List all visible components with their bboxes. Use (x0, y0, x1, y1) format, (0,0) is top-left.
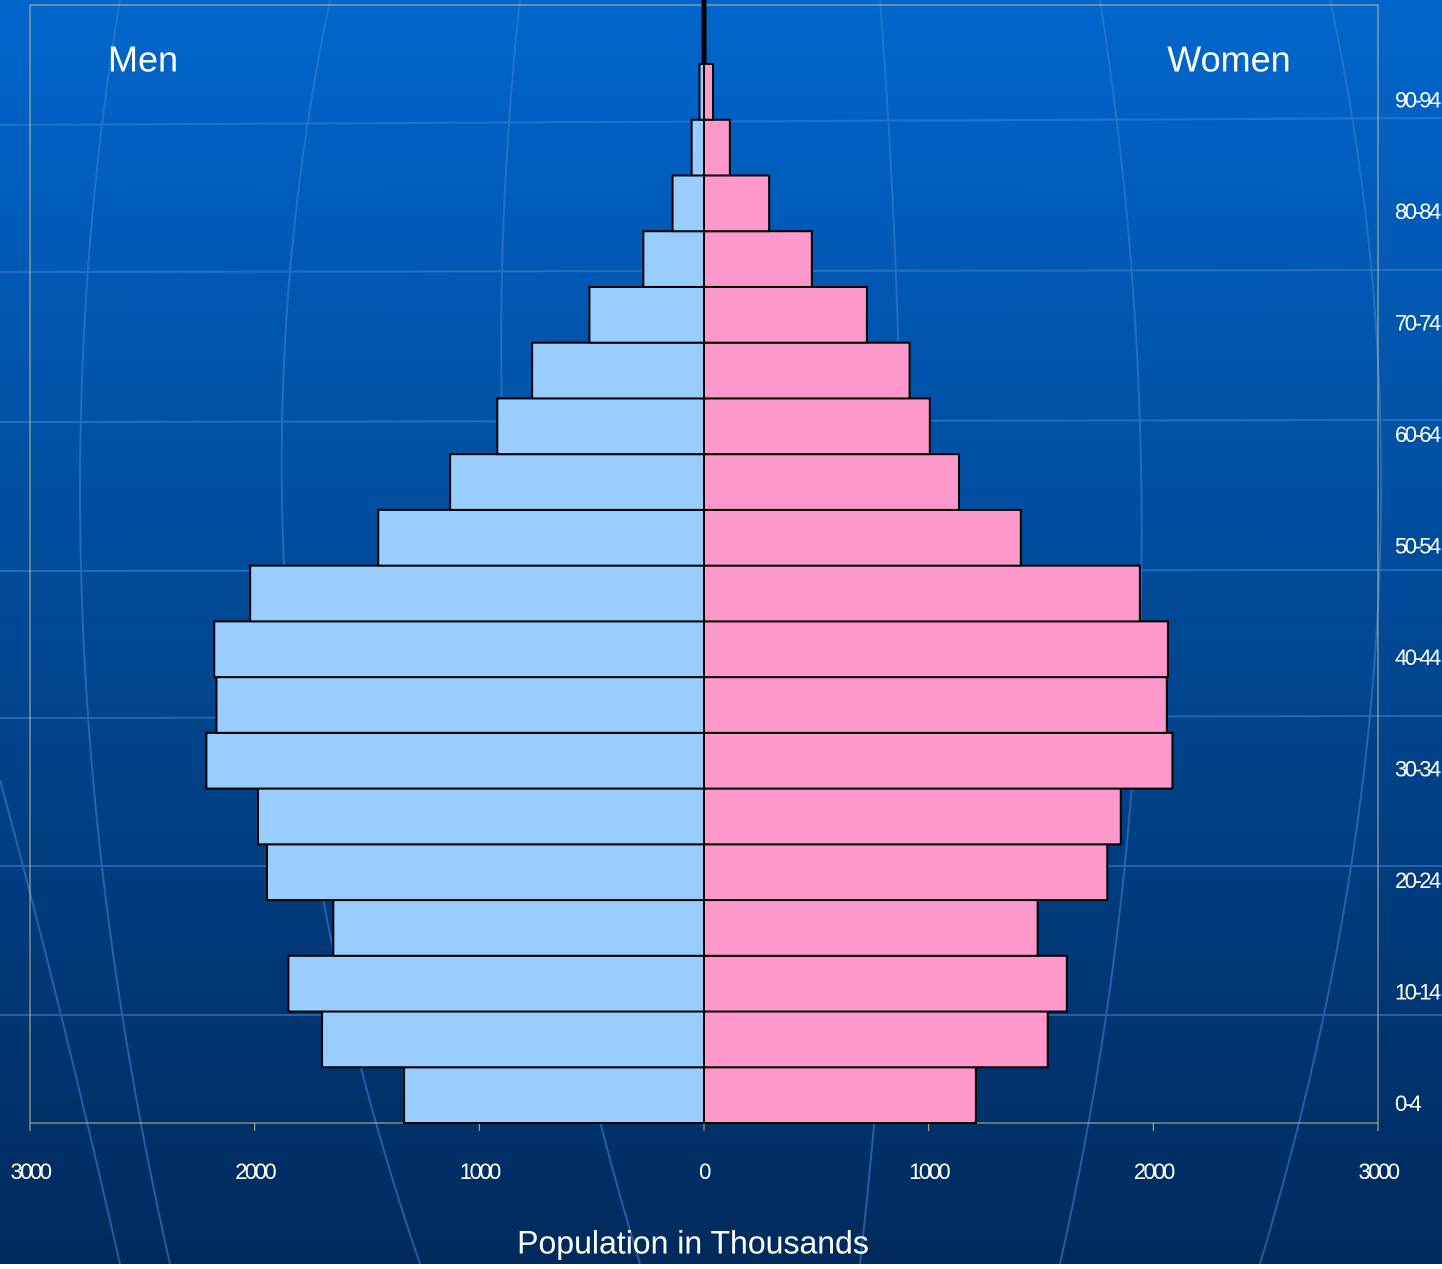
bar (703, 954, 1068, 1013)
y-tick-label: 40-44 (1395, 645, 1441, 670)
bar (703, 1010, 1049, 1069)
bar (496, 397, 705, 456)
bar (703, 230, 813, 288)
bar (642, 230, 706, 288)
y-tick-label: 80-84 (1395, 199, 1441, 224)
bar (703, 676, 1168, 734)
bar (703, 63, 714, 121)
bar (690, 118, 705, 177)
bar (205, 731, 705, 790)
y-tick-label: 50-54 (1395, 534, 1441, 559)
bar (321, 1010, 705, 1069)
x-axis-label: Population in Thousands (517, 1224, 869, 1260)
y-tick-label: 10-14 (1395, 979, 1441, 1004)
x-tick-label: 1000 (909, 1159, 950, 1184)
bar (671, 174, 706, 233)
x-tick-label: 2000 (235, 1159, 276, 1184)
bar (403, 1066, 705, 1125)
bar (703, 564, 1141, 623)
legend-men: Men (108, 39, 178, 80)
bar (287, 954, 705, 1013)
y-tick-label: 60-64 (1395, 422, 1441, 447)
y-tick-label: 20-24 (1395, 868, 1441, 893)
bar (703, 397, 931, 456)
bar (703, 1066, 977, 1125)
x-tick-label: 3000 (11, 1159, 52, 1184)
bar (266, 843, 705, 902)
y-tick-label: 70-74 (1395, 311, 1441, 336)
bar (703, 118, 731, 177)
x-tick-label: 1000 (460, 1159, 501, 1184)
bar (332, 899, 705, 957)
bar (703, 508, 1022, 567)
bar (531, 341, 705, 400)
bar (377, 508, 705, 567)
bar (588, 285, 705, 344)
bar (215, 676, 705, 734)
bar (703, 174, 771, 233)
bar (703, 285, 868, 344)
bar (703, 453, 960, 511)
bar (257, 787, 705, 846)
bar (703, 899, 1039, 957)
y-tick-label: 90-94 (1395, 88, 1441, 113)
x-tick-label: 3000 (1359, 1159, 1400, 1184)
bar (213, 620, 706, 679)
bar (703, 341, 911, 400)
bar (249, 564, 705, 623)
y-tick-label: 30-34 (1395, 757, 1441, 782)
bar (703, 620, 1169, 679)
bar (703, 731, 1174, 790)
legend-women: Women (1167, 39, 1290, 80)
bar (703, 843, 1109, 902)
bar (449, 453, 706, 511)
x-tick-label: 2000 (1134, 1159, 1175, 1184)
y-tick-label: 0-4 (1395, 1091, 1422, 1116)
bar (703, 787, 1122, 846)
